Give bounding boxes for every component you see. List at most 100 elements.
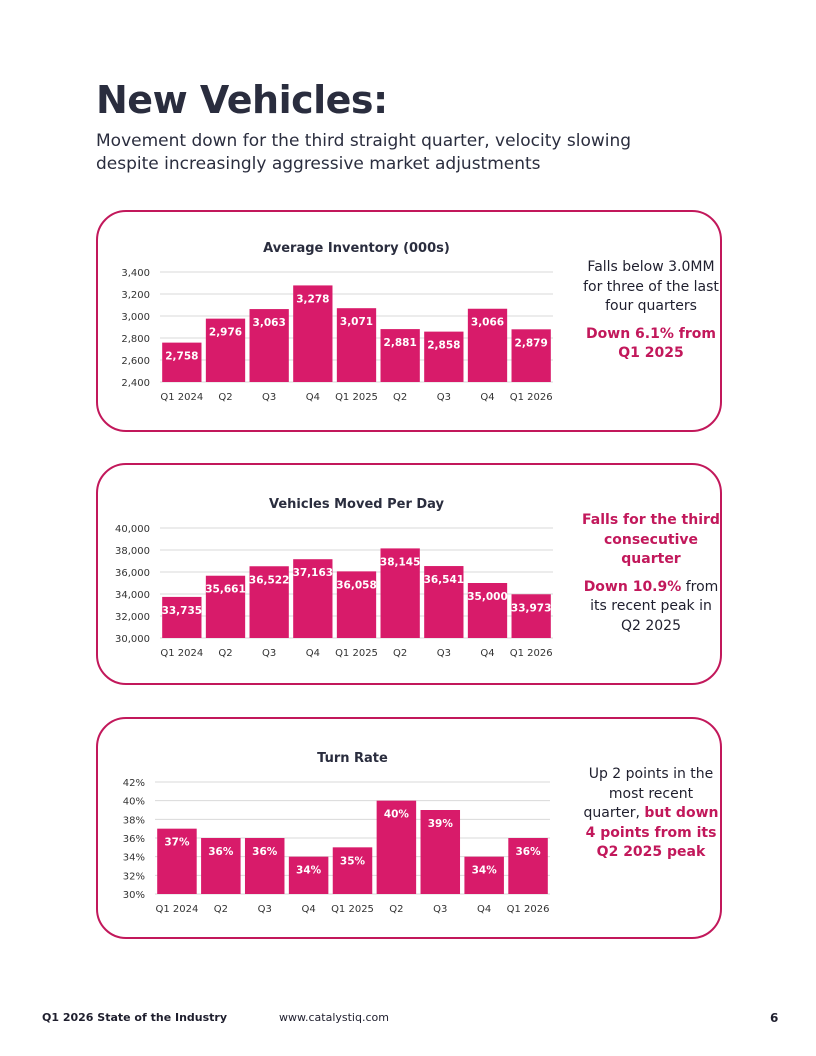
x-tick-label: Q1 2025 bbox=[331, 904, 374, 915]
data-label: 36,541 bbox=[424, 574, 465, 586]
data-label: 35,000 bbox=[467, 591, 508, 603]
y-tick-label: 2,600 bbox=[121, 356, 150, 367]
page-title: New Vehicles: bbox=[96, 78, 388, 122]
y-tick-label: 34% bbox=[123, 853, 145, 864]
data-label: 2,758 bbox=[165, 351, 198, 363]
bar bbox=[424, 566, 464, 638]
page-number: 6 bbox=[770, 1011, 779, 1025]
x-tick-label: Q1 2026 bbox=[510, 392, 553, 403]
x-tick-label: Q1 2025 bbox=[335, 648, 378, 659]
data-label: 33,973 bbox=[511, 602, 552, 614]
y-tick-label: 40,000 bbox=[115, 524, 150, 535]
data-label: 2,858 bbox=[427, 340, 460, 352]
bar bbox=[205, 575, 246, 638]
bar bbox=[288, 856, 329, 894]
x-tick-label: Q3 bbox=[262, 648, 276, 659]
data-label: 39% bbox=[428, 818, 454, 830]
average-inventory-chart: Average Inventory (000s) 2,400 2,600 2,800 3… bbox=[121, 241, 553, 403]
data-label: 3,278 bbox=[296, 293, 329, 305]
note-paragraph: Falls for the third consecutive quarter bbox=[580, 511, 722, 570]
bar bbox=[336, 308, 377, 382]
x-tick-label: Q4 bbox=[480, 648, 494, 659]
bar bbox=[464, 856, 504, 894]
y-tick-label: 30,000 bbox=[115, 634, 150, 645]
y-tick-label: 32,000 bbox=[115, 612, 150, 623]
bar bbox=[162, 342, 202, 382]
note-paragraph: Down 6.1% from Q1 2025 bbox=[580, 325, 722, 364]
note-highlight-text: Down 6.1% from Q1 2025 bbox=[586, 325, 716, 362]
y-tick-label: 32% bbox=[123, 871, 145, 882]
x-tick-label: Q3 bbox=[433, 904, 447, 915]
footer-report-title: Q1 2026 State of the Industry bbox=[42, 1011, 228, 1024]
bar bbox=[508, 838, 548, 894]
x-tick-label: Q1 2025 bbox=[335, 392, 378, 403]
note-highlight-text: but down 4 points from its Q2 2025 peak bbox=[585, 805, 719, 860]
x-tick-label: Q4 bbox=[480, 392, 494, 403]
data-label: 36,058 bbox=[336, 579, 377, 591]
data-label: 37% bbox=[164, 837, 190, 849]
x-tick-label: Q2 bbox=[218, 648, 232, 659]
x-tick-label: Q1 2026 bbox=[507, 904, 550, 915]
bar bbox=[467, 583, 508, 638]
data-label: 34% bbox=[296, 865, 322, 877]
x-tick-label: Q4 bbox=[301, 904, 315, 915]
data-label: 35% bbox=[340, 855, 366, 867]
x-tick-label: Q4 bbox=[306, 392, 320, 403]
chart-title: Average Inventory (000s) bbox=[263, 241, 450, 256]
data-label: 34% bbox=[472, 865, 498, 877]
note-highlight-text: Down 10.9% bbox=[583, 578, 682, 595]
bar bbox=[511, 329, 551, 382]
y-tick-label: 3,000 bbox=[121, 312, 150, 323]
data-label: 36% bbox=[208, 846, 234, 858]
y-tick-label: 34,000 bbox=[115, 590, 150, 601]
bar bbox=[249, 309, 289, 382]
turn-rate-note: Up 2 points in the most recent quarter, … bbox=[580, 765, 722, 871]
x-tick-label: Q1 2026 bbox=[510, 648, 553, 659]
x-tick-label: Q2 bbox=[214, 904, 228, 915]
bar bbox=[332, 847, 373, 894]
data-label: 3,066 bbox=[471, 317, 504, 329]
x-tick-label: Q4 bbox=[306, 648, 320, 659]
data-label: 36,522 bbox=[249, 574, 290, 586]
bar bbox=[293, 285, 333, 382]
note-text: Falls below 3.0MM for three of the last … bbox=[583, 259, 719, 314]
card-vehicles-moved: Vehicles Moved Per Day 30,000 32,000 34,000… bbox=[96, 463, 722, 685]
bar bbox=[511, 594, 551, 638]
card-turn-rate: Turn Rate 30% 32% 34% 36% 38% 40% 42% 37% Q1 2024… bbox=[96, 717, 722, 939]
y-tick-label: 42% bbox=[123, 778, 145, 789]
bar bbox=[244, 838, 285, 894]
y-tick-label: 2,800 bbox=[121, 334, 150, 345]
bar bbox=[380, 329, 420, 382]
data-label: 38,145 bbox=[380, 556, 421, 568]
bar bbox=[249, 566, 289, 638]
vehicles-moved-note: Falls for the third consecutive quarter D… bbox=[580, 511, 722, 644]
data-label: 35,661 bbox=[205, 584, 246, 596]
y-tick-label: 30% bbox=[123, 890, 145, 901]
y-tick-label: 3,400 bbox=[121, 268, 150, 279]
note-highlight-text: Falls for the third consecutive quarter bbox=[582, 512, 720, 567]
vehicles-moved-chart: Vehicles Moved Per Day 30,000 32,000 34,000… bbox=[115, 497, 553, 659]
bar bbox=[376, 800, 417, 894]
x-tick-label: Q2 bbox=[218, 392, 232, 403]
y-tick-label: 2,400 bbox=[121, 378, 150, 389]
y-tick-label: 36% bbox=[123, 834, 145, 845]
page-subtitle: Movement down for the third straight qua… bbox=[96, 131, 632, 174]
data-label: 2,879 bbox=[515, 337, 548, 349]
bar bbox=[420, 810, 461, 894]
bar bbox=[336, 571, 377, 638]
x-tick-label: Q3 bbox=[437, 648, 451, 659]
x-tick-label: Q1 2024 bbox=[156, 904, 199, 915]
bar bbox=[157, 828, 197, 894]
chart-title: Turn Rate bbox=[317, 751, 388, 766]
x-tick-label: Q3 bbox=[258, 904, 272, 915]
data-label: 3,063 bbox=[253, 317, 286, 329]
data-label: 36% bbox=[252, 846, 278, 858]
x-tick-label: Q2 bbox=[393, 648, 407, 659]
bar bbox=[424, 331, 464, 382]
data-label: 3,071 bbox=[340, 316, 373, 328]
average-inventory-note: Falls below 3.0MM for three of the last … bbox=[580, 258, 722, 372]
turn-rate-chart: Turn Rate 30% 32% 34% 36% 38% 40% 42% 37% Q1 2024… bbox=[123, 751, 550, 915]
data-label: 37,163 bbox=[293, 567, 334, 579]
x-tick-label: Q4 bbox=[477, 904, 491, 915]
bar bbox=[205, 318, 246, 382]
